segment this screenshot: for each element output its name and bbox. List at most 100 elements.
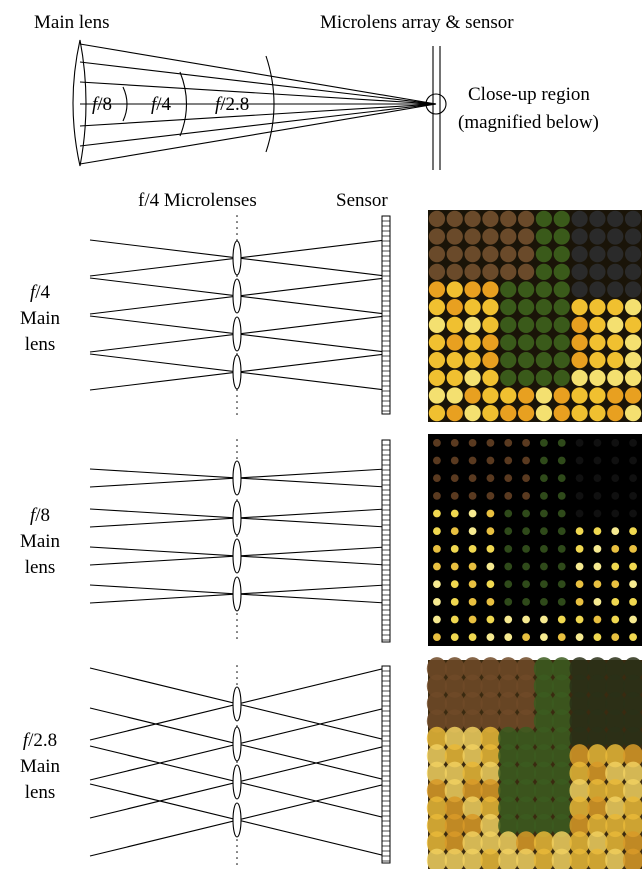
microlens-image-disc xyxy=(428,352,446,369)
microlens-image-disc xyxy=(468,597,477,606)
microlens-image-disc xyxy=(611,438,620,447)
microlens-image-disc xyxy=(533,691,555,716)
microlens-image-disc xyxy=(517,263,535,280)
axis-dot xyxy=(236,395,238,397)
microlens-image-disc xyxy=(589,316,606,333)
main-lens-label: Main lens xyxy=(34,12,109,33)
microlens-image-disc xyxy=(611,633,620,642)
microlens-image-disc xyxy=(433,544,441,553)
microlens-image-disc xyxy=(464,316,481,333)
row-label-main: Main xyxy=(20,308,61,329)
microlens-image-disc xyxy=(587,779,608,803)
row-label-lens: lens xyxy=(25,782,56,803)
microlens-image-disc xyxy=(482,352,499,369)
photo-background xyxy=(428,660,642,869)
microlens xyxy=(232,240,242,276)
microlens-image-disc xyxy=(498,761,519,785)
microlens-image-disc xyxy=(540,438,548,447)
microlens-image-disc xyxy=(462,744,483,768)
microlens-image-disc xyxy=(607,246,624,263)
microlens-image-disc xyxy=(575,527,584,536)
microlens-image-disc xyxy=(450,438,459,447)
microlens-image-disc xyxy=(486,562,495,571)
microlens-image-disc xyxy=(482,281,499,298)
microlens-image-disc xyxy=(540,580,548,589)
microlens-image-disc xyxy=(504,509,513,518)
microlens-image-disc xyxy=(426,796,448,820)
microlens-image-disc xyxy=(444,848,465,872)
microlens-image-disc xyxy=(522,562,530,571)
microlens-image-disc xyxy=(629,615,637,624)
microlens-image-disc xyxy=(515,744,537,768)
microlens-image-disc xyxy=(515,779,537,803)
microlens-image-disc xyxy=(593,438,602,447)
microlens-image-disc xyxy=(624,299,642,316)
microlens-image-disc xyxy=(444,761,465,785)
microlens-image-disc xyxy=(551,813,572,838)
microlens-image-disc xyxy=(444,674,465,698)
microlens-image-disc xyxy=(450,615,459,624)
microlens-image-disc xyxy=(607,316,624,333)
microlens-image-disc xyxy=(569,831,590,855)
microlens-image-disc xyxy=(515,657,537,681)
microlens-image-disc xyxy=(605,761,626,785)
microlens-stack xyxy=(232,439,242,639)
microlens-image-disc xyxy=(426,691,448,716)
microlens-image-disc xyxy=(575,562,584,571)
row-f4-main-lens: f/4 Main lens xyxy=(20,210,642,422)
microlens-image-disc xyxy=(500,387,517,404)
microlens-image-disc xyxy=(571,281,588,298)
microlens-image-disc xyxy=(629,474,637,483)
microlens-image-disc xyxy=(444,726,465,750)
microlens-image-disc xyxy=(504,597,513,606)
microlens-image-disc xyxy=(557,438,566,447)
sensor-bar xyxy=(381,665,391,864)
axis-dot xyxy=(236,407,238,409)
microlens-image-disc xyxy=(611,527,620,536)
microlens-image-disc xyxy=(462,709,483,733)
row-label-f-number: f/8 xyxy=(30,505,50,526)
microlens-image-disc xyxy=(504,527,513,536)
axis-dot xyxy=(236,215,238,217)
microlens-image-disc xyxy=(515,796,537,820)
microlens-image-disc xyxy=(575,438,584,447)
microlens-image-disc xyxy=(593,491,602,500)
microlens-image-disc xyxy=(515,691,537,716)
microlens-image-disc xyxy=(468,580,477,589)
microlens-image-disc xyxy=(533,761,555,785)
axis-dot xyxy=(236,451,238,453)
microlens-image-disc xyxy=(589,334,606,351)
microlens-image-disc xyxy=(629,527,637,536)
microlens-image-disc xyxy=(605,657,626,681)
microlens-image-disc xyxy=(575,633,584,642)
microlens-image-disc xyxy=(480,761,501,785)
microlens-image-disc xyxy=(446,299,463,316)
microlens-image-disc xyxy=(522,491,530,500)
microlens-image-disc xyxy=(486,527,495,536)
microlens xyxy=(232,802,242,838)
axis-dot xyxy=(236,725,238,727)
microlens-image-disc xyxy=(517,387,535,404)
microlens-image-disc xyxy=(607,228,624,245)
microlens-image-disc xyxy=(553,334,570,351)
microlens-image-disc xyxy=(535,369,553,386)
microlens-image-disc xyxy=(605,709,626,733)
microlens-image-disc xyxy=(551,691,572,716)
microlens-image-disc xyxy=(504,474,513,483)
microlens-image-disc xyxy=(607,281,624,298)
microlens-image-disc xyxy=(446,228,463,245)
microlens-image-disc xyxy=(468,562,477,571)
row-f8-main-lens: f/8 Main lens xyxy=(20,434,642,646)
microlens-image-disc xyxy=(535,316,553,333)
microlens-image-disc xyxy=(605,726,626,750)
microlens-image-disc xyxy=(504,633,513,642)
microlens-image-disc xyxy=(462,796,483,820)
microlens-image-disc xyxy=(450,597,459,606)
row-label-main: Main xyxy=(20,756,61,777)
microlens-image-disc xyxy=(553,299,570,316)
microlens-image-disc xyxy=(587,831,608,855)
microlens-image-disc xyxy=(551,761,572,785)
microlens-image-disc xyxy=(624,316,642,333)
axis-dot xyxy=(236,275,238,277)
microlens-image-disc xyxy=(500,263,517,280)
